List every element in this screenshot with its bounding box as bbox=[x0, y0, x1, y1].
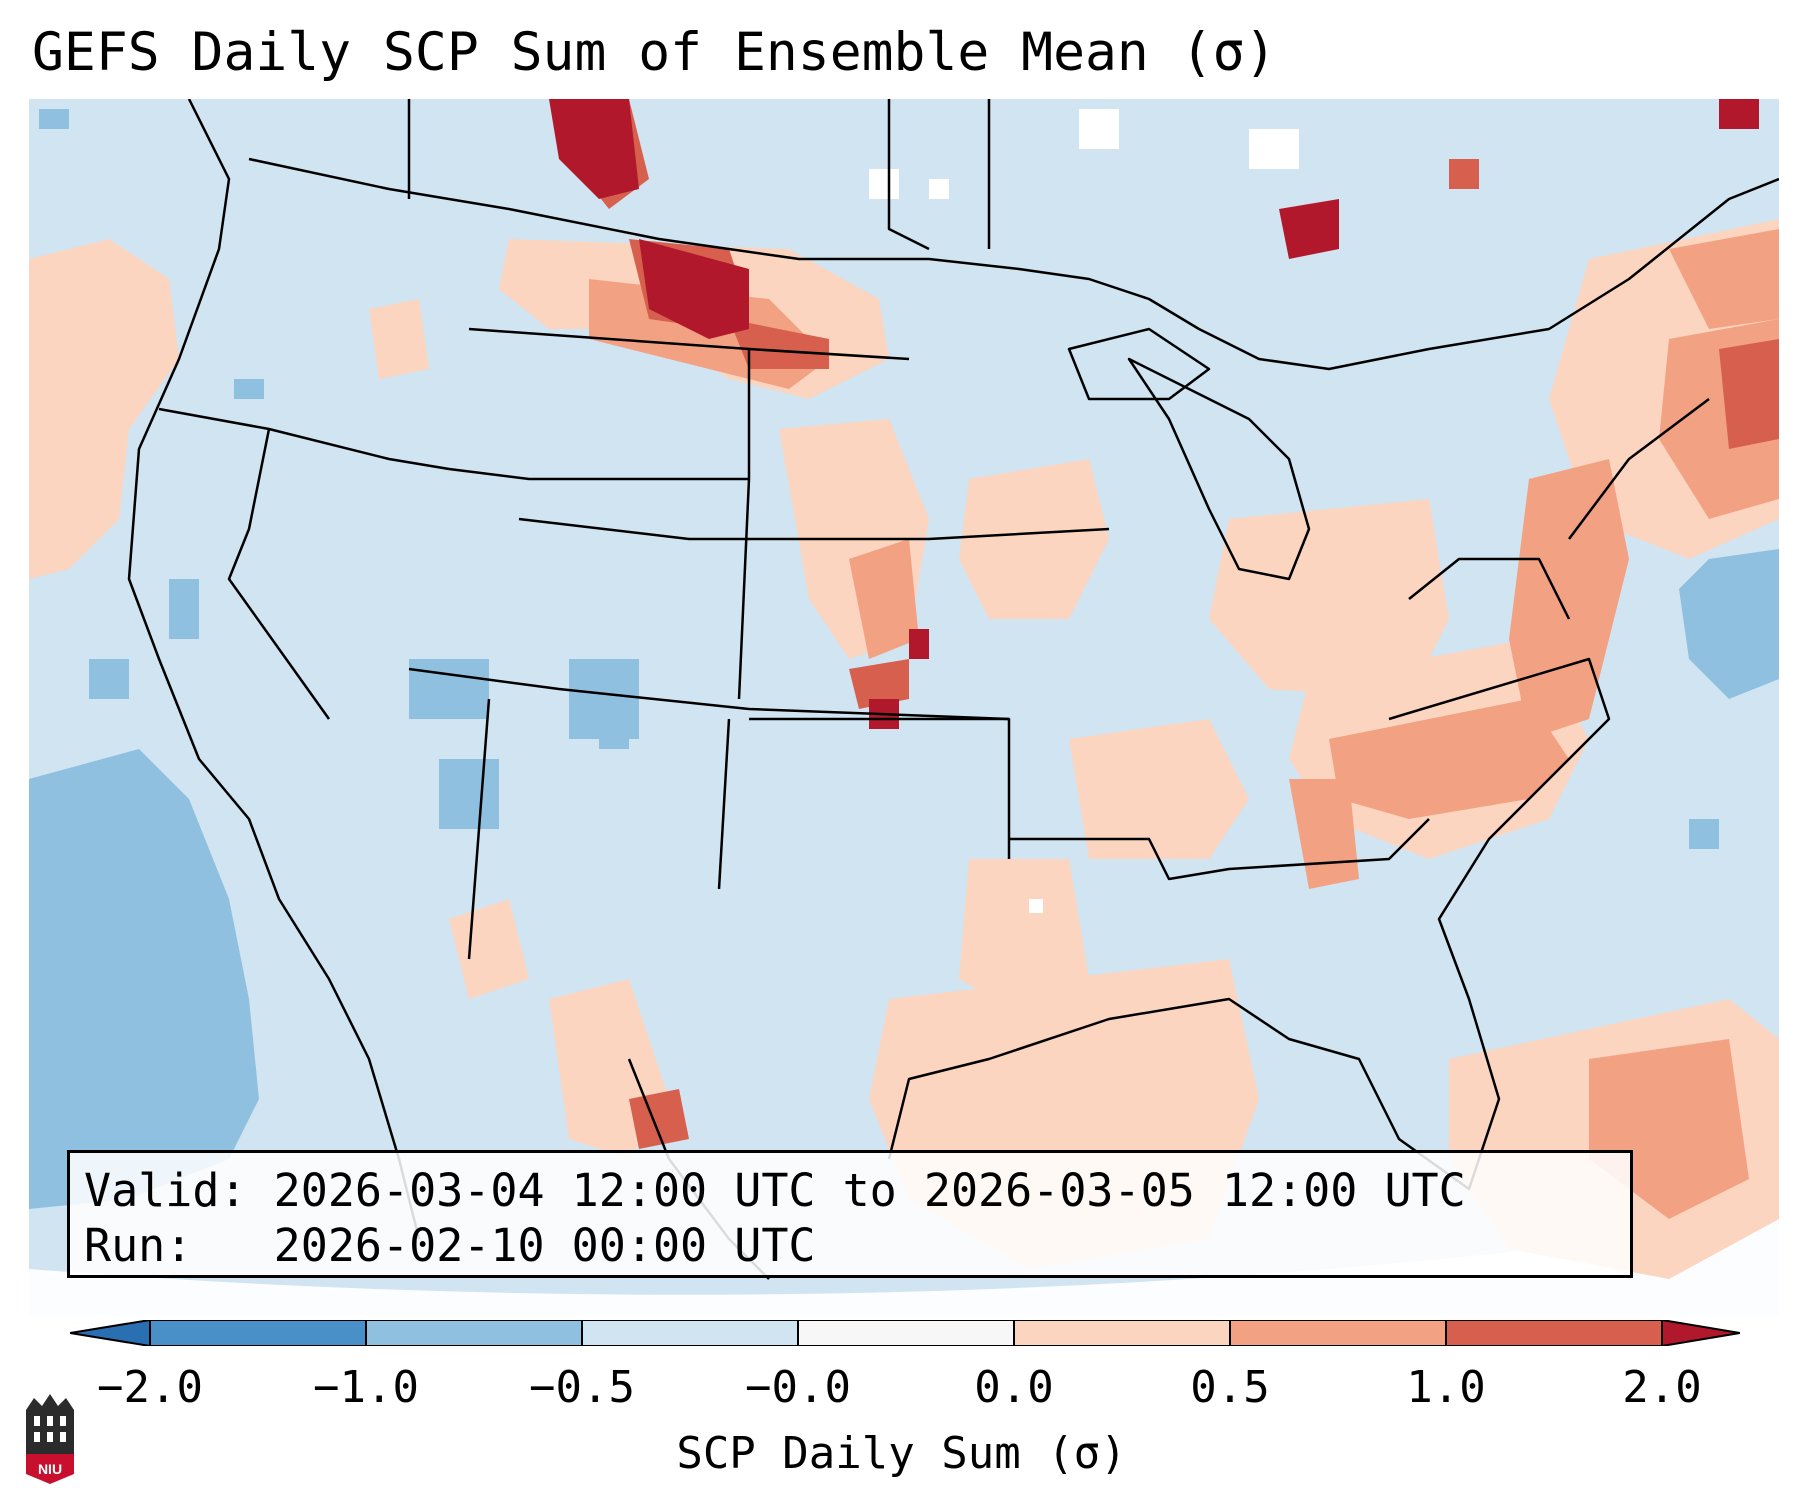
lake-michigan-outline bbox=[1127, 357, 1311, 581]
colorbar-extend-high bbox=[1662, 1320, 1740, 1346]
chart-title: GEFS Daily SCP Sum of Ensemble Mean (σ) bbox=[32, 22, 1277, 83]
dakotas-border bbox=[737, 349, 751, 700]
ut-az-border bbox=[467, 698, 491, 960]
colorbar-tick-label: 2.0 bbox=[1622, 1362, 1702, 1413]
colorbar-svg bbox=[69, 1319, 1741, 1347]
colorbar-bin-0-05 bbox=[1014, 1320, 1230, 1346]
niu-logo-icon: NIU bbox=[26, 1394, 74, 1484]
map-svg bbox=[29, 99, 1779, 1316]
negative-anomaly-pacific bbox=[29, 109, 259, 1209]
colorbar-tick-label: −0.5 bbox=[529, 1362, 635, 1413]
colorbar-bin-neg1-neg05 bbox=[366, 1320, 582, 1346]
projection-edge bbox=[29, 1219, 1779, 1316]
colorbar-extend-low bbox=[70, 1320, 150, 1346]
lake-superior-outline bbox=[1067, 327, 1211, 401]
southern-border bbox=[1009, 818, 1430, 881]
colorbar-tick-label: 1.0 bbox=[1406, 1362, 1486, 1413]
west-coast-line bbox=[127, 99, 421, 1240]
ok-border bbox=[749, 717, 1011, 859]
nv-border bbox=[227, 428, 331, 720]
colorbar-bin-1-2 bbox=[1446, 1320, 1662, 1346]
valid-run-info-box: Valid: 2026-03-04 12:00 UTC to 2026-03-0… bbox=[67, 1150, 1633, 1278]
colorbar-tick-label: 0.0 bbox=[974, 1362, 1054, 1413]
nm-tx-border bbox=[717, 718, 731, 890]
canada-border-line bbox=[248, 157, 929, 261]
colorbar-tick-label: −2.0 bbox=[97, 1362, 203, 1413]
niu-logo: NIU bbox=[22, 1390, 78, 1486]
id-wy-border bbox=[448, 467, 749, 481]
run-value: 2026-02-10 00:00 UTC bbox=[273, 1219, 816, 1272]
negative-anomaly-atlantic bbox=[1679, 549, 1779, 849]
logo-text: NIU bbox=[38, 1461, 62, 1477]
run-label: Run: bbox=[84, 1219, 193, 1272]
colorbar-title: SCP Daily Sum (σ) bbox=[676, 1428, 1127, 1479]
positive-anomaly-medium bbox=[589, 229, 1779, 1219]
central-border-2 bbox=[408, 667, 1010, 721]
near-zero-specks bbox=[869, 109, 1299, 913]
or-ca-border bbox=[158, 407, 450, 471]
ne-coast-line bbox=[1568, 398, 1710, 540]
central-border-1 bbox=[518, 517, 1110, 541]
colorbar-tick-label: −0.0 bbox=[745, 1362, 851, 1413]
map-panel bbox=[29, 99, 1779, 1316]
canada-province-line bbox=[887, 99, 930, 251]
great-lakes-border-line bbox=[928, 177, 1779, 371]
positive-anomaly-very-strong bbox=[549, 99, 1759, 729]
negative-anomaly-west-us bbox=[234, 379, 639, 829]
colorbar-tick-label: −1.0 bbox=[313, 1362, 419, 1413]
valid-value: 2026-03-04 12:00 UTC to 2026-03-05 12:00… bbox=[273, 1164, 1466, 1217]
colorbar-bin-neg2-neg1 bbox=[150, 1320, 366, 1346]
colorbar bbox=[69, 1319, 1741, 1347]
colorbar-bin-zero bbox=[798, 1320, 1014, 1346]
colorbar-bin-05-1 bbox=[1230, 1320, 1446, 1346]
colorbar-tick-label: 0.5 bbox=[1190, 1362, 1270, 1413]
valid-label: Valid: bbox=[84, 1164, 247, 1217]
pa-border bbox=[1408, 557, 1571, 620]
colorbar-bin-neg05-neg0 bbox=[582, 1320, 798, 1346]
